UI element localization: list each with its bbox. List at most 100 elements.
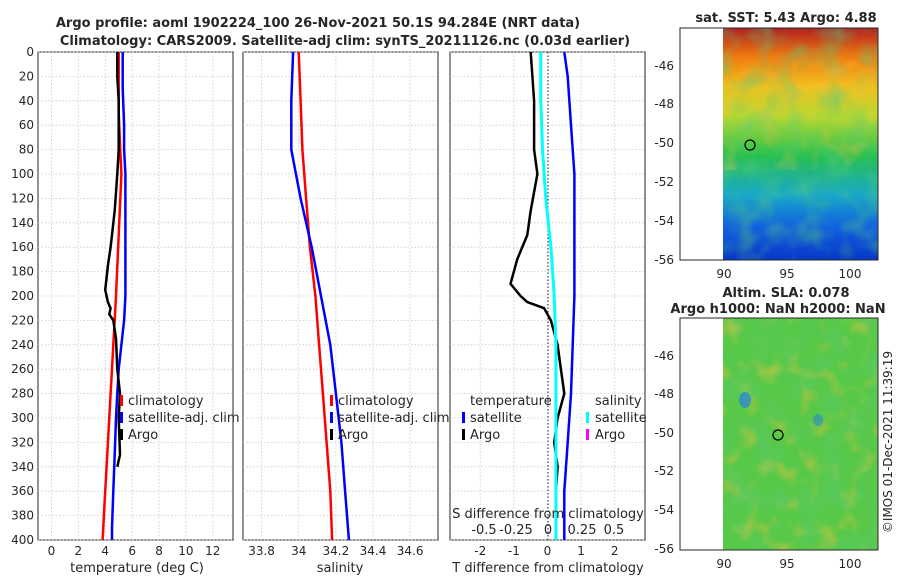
x-tick-label: 2 [611, 544, 619, 558]
lat-tick: -46 [654, 59, 674, 73]
depth-tick-label: 220 [11, 313, 34, 327]
temperature-x-axis: 0 2 4 6 8 10 12 [48, 544, 221, 558]
s-tick: -0.25 [499, 523, 533, 538]
s-tick: 0.5 [604, 523, 625, 538]
legend-satellite-adj: satellite-adj. clim [128, 411, 240, 426]
s-tick: 0.25 [568, 523, 597, 538]
x-tick-label: 4 [101, 544, 109, 558]
difference-legend: temperature satellite Argo salinity sate… [462, 394, 647, 443]
salinity-panel: 33.8 34 34.2 34.4 34.6 salinity climatology … [242, 51, 450, 576]
x-tick-label: 10 [178, 544, 193, 558]
lon-tick: 95 [779, 557, 794, 571]
lat-tick: -54 [654, 503, 674, 517]
sla-blue-eddy [813, 414, 823, 426]
x-tick-label: 0 [48, 544, 56, 558]
legend-swatch-s-argo [586, 429, 589, 440]
sst-map-title: sat. SST: 5.43 Argo: 4.88 [695, 11, 876, 26]
s-tick: 0 [544, 523, 552, 538]
sla-blue-eddy [739, 392, 751, 408]
s-difference-label: S difference from climatology [452, 507, 644, 522]
legend-swatch-s-satellite [586, 412, 589, 423]
title-line-2: Climatology: CARS2009. Satellite-adj cli… [60, 34, 630, 49]
imos-credit: ©IMOS 01-Dec-2021 11:39:19 [881, 351, 895, 533]
legend-argo: Argo [128, 428, 158, 443]
depth-tick-label: 300 [11, 411, 34, 425]
legend-swatch-climatology [120, 395, 123, 406]
depth-axis: 0 20 40 60 80 100 120 140 160 180 200 220 240 260 280 3… [11, 45, 34, 547]
difference-panel: -2 -1 0 1 2 T difference from climatology S … [449, 51, 647, 576]
title-line-1: Argo profile: aoml 1902224_100 26-Nov-20… [56, 16, 580, 31]
lat-tick: -50 [654, 136, 674, 150]
legend-swatch-t-satellite [462, 412, 465, 423]
series-line-satellite-adj-clim [290, 51, 351, 541]
series-line-argo [103, 52, 122, 468]
x-tick-label: 34 [291, 544, 306, 558]
depth-tick-label: 340 [11, 460, 34, 474]
series-line-climatology [297, 51, 334, 541]
lat-tick: -48 [654, 387, 674, 401]
salinity-series [290, 51, 351, 541]
lat-tick: -56 [654, 542, 674, 556]
x-tick-label: 1 [577, 544, 585, 558]
depth-tick-label: 20 [19, 69, 34, 83]
depth-tick-label: 0 [26, 45, 34, 59]
legend-swatch-t-argo [462, 429, 465, 440]
lat-tick: -56 [654, 253, 674, 267]
x-tick-label: 34.6 [397, 544, 424, 558]
difference-series [509, 51, 576, 540]
legend-salinity-title: salinity [595, 394, 642, 409]
depth-tick-label: 360 [11, 484, 34, 498]
legend-swatch-argo [330, 429, 333, 440]
x-tick-label: 2 [75, 544, 83, 558]
depth-tick-label: 380 [11, 509, 34, 523]
temperature-grid [38, 51, 233, 541]
salinity-grid [243, 51, 438, 541]
x-tick-label: -2 [474, 544, 486, 558]
x-tick-label: 8 [155, 544, 163, 558]
depth-tick-label: 400 [11, 533, 34, 547]
salinity-x-label: salinity [317, 561, 364, 576]
depth-tick-label: 260 [11, 362, 34, 376]
sst-warm-patches [723, 60, 878, 170]
depth-tick-label: 140 [11, 216, 34, 230]
legend-swatch-argo [120, 429, 123, 440]
sst-lon-axis: 90 95 100 [716, 267, 861, 281]
s-difference-ticks: -0.5 -0.25 0 0.25 0.5 [471, 523, 624, 538]
x-tick-label: 34.4 [360, 544, 387, 558]
legend-climatology: climatology [128, 394, 204, 409]
temperature-legend: climatology satellite-adj. clim Argo [120, 394, 240, 443]
lat-tick: -52 [654, 175, 674, 189]
x-tick-label: 33.8 [248, 544, 275, 558]
depth-tick-label: 280 [11, 387, 34, 401]
lat-tick: -48 [654, 97, 674, 111]
lon-tick: 90 [716, 267, 731, 281]
x-tick-label: 0 [544, 544, 552, 558]
legend-argo: Argo [338, 428, 368, 443]
depth-tick-label: 100 [11, 167, 34, 181]
legend-t-satellite: satellite [470, 411, 522, 426]
legend-swatch-climatology [330, 395, 333, 406]
series-line-satellite-adj-clim [110, 52, 127, 540]
lat-tick: -54 [654, 214, 674, 228]
depth-tick-label: 40 [19, 94, 34, 108]
temperature-series [101, 52, 127, 541]
argo-location-marker [772, 429, 784, 441]
sst-map: sat. SST: 5.43 Argo: 4.88 -46 -48 -50 -5… [654, 11, 879, 281]
legend-temperature-title: temperature [470, 394, 552, 409]
depth-tick-label: 200 [11, 289, 34, 303]
legend-climatology: climatology [338, 394, 414, 409]
s-tick: -0.5 [471, 523, 496, 538]
depth-tick-label: 240 [11, 338, 34, 352]
salinity-x-axis: 33.8 34 34.2 34.4 34.6 [248, 544, 423, 558]
x-tick-label: 12 [205, 544, 220, 558]
sla-map-title-1: Altim. SLA: 0.078 [723, 286, 850, 301]
lat-tick: -52 [654, 464, 674, 478]
lon-tick: 95 [779, 267, 794, 281]
sst-lat-axis: -46 -48 -50 -52 -54 -56 [654, 59, 674, 267]
legend-swatch-satellite [120, 412, 123, 423]
legend-satellite-adj: satellite-adj. clim [338, 411, 450, 426]
sla-map-title-2: Argo h1000: NaN h2000: NaN [670, 302, 885, 317]
series-line-s-satellite [539, 52, 558, 540]
legend-s-satellite: satellite [595, 411, 647, 426]
